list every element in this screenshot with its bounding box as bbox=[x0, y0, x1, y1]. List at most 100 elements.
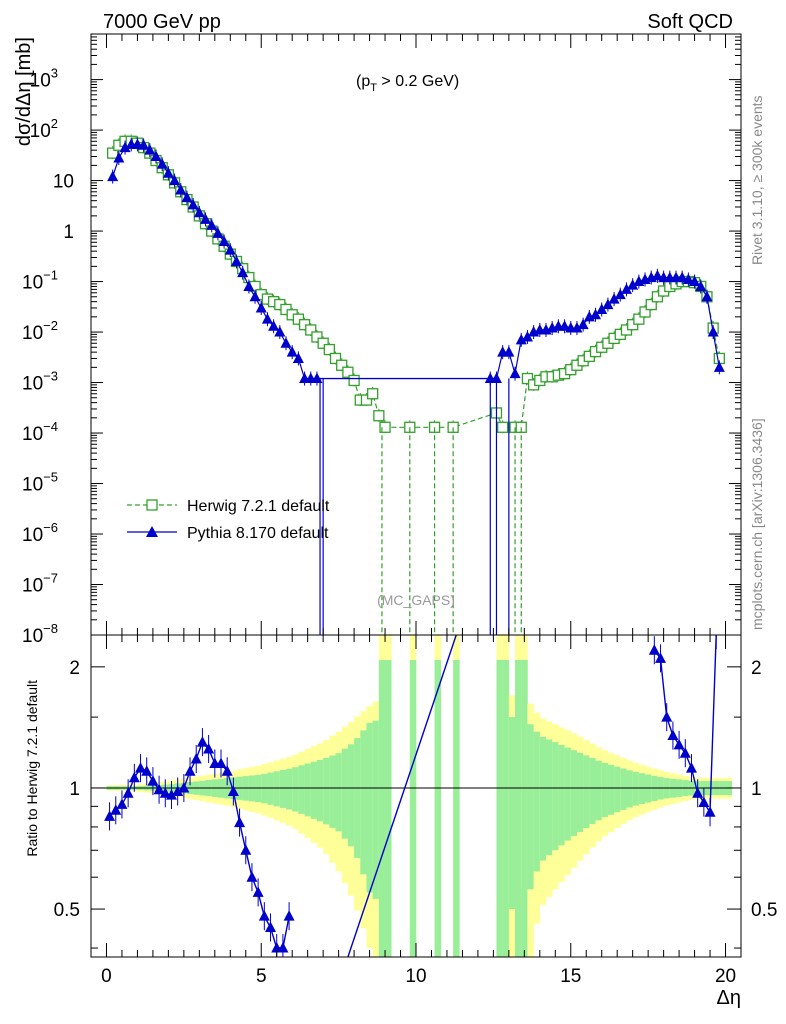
uncertainty-band-inner bbox=[316, 759, 324, 822]
uncertainty-band-inner bbox=[620, 768, 627, 810]
legend-herwig-marker bbox=[146, 499, 158, 511]
uncertainty-band-inner bbox=[310, 761, 318, 819]
pythia-point bbox=[682, 273, 694, 284]
uncertainty-band-inner bbox=[341, 748, 349, 839]
ratio-point bbox=[221, 765, 233, 776]
ratio-point bbox=[196, 736, 208, 747]
pythia-point bbox=[119, 141, 131, 153]
pythia-point bbox=[224, 244, 236, 255]
x-tick-label: 0 bbox=[101, 966, 112, 987]
uncertainty-band-inner bbox=[570, 750, 578, 837]
pythia-point bbox=[138, 139, 150, 150]
ratio-point bbox=[673, 738, 685, 750]
ratio-point bbox=[172, 785, 184, 796]
mcplots-label: mcplots.cern.ch [arXiv:1306.3436] bbox=[749, 418, 765, 630]
pythia-point bbox=[150, 150, 162, 161]
herwig-point bbox=[348, 374, 360, 387]
herwig-point bbox=[342, 366, 354, 378]
ratio-point bbox=[655, 652, 667, 663]
uncertainty-band-inner bbox=[292, 767, 299, 812]
legend-herwig-label: Herwig 7.2.1 default bbox=[187, 498, 330, 515]
ratio-ytick-label-right: 2 bbox=[751, 658, 762, 679]
series-line-1 bbox=[112, 143, 720, 380]
pythia-point bbox=[268, 320, 280, 331]
ratio-ytick-label: 1 bbox=[69, 779, 80, 800]
main-ytick-label: 10−6 bbox=[22, 520, 58, 546]
uncertainty-band-inner bbox=[360, 730, 367, 875]
herwig-point bbox=[305, 324, 317, 336]
ratio-point bbox=[685, 762, 697, 773]
ratio-point bbox=[277, 942, 289, 953]
uncertainty-band-inner bbox=[354, 738, 361, 858]
uncertainty-band-inner bbox=[298, 765, 305, 814]
ratio-point bbox=[116, 798, 128, 809]
herwig-point bbox=[497, 421, 509, 433]
uncertainty-band-inner bbox=[261, 773, 268, 804]
herwig-point bbox=[107, 147, 119, 159]
main-ytick-label: 10−8 bbox=[22, 621, 58, 647]
ratio-point bbox=[240, 844, 252, 855]
ratio-point bbox=[203, 742, 215, 754]
series-line-0 bbox=[112, 140, 720, 428]
pythia-point bbox=[249, 290, 261, 302]
uncertainty-band-inner bbox=[453, 660, 460, 957]
uncertainty-band-inner bbox=[546, 739, 553, 856]
pythia-point bbox=[200, 213, 212, 224]
pythia-point bbox=[212, 227, 224, 238]
ratio-point bbox=[147, 775, 159, 786]
ratio-point bbox=[122, 787, 134, 798]
ratio-point bbox=[215, 757, 227, 769]
pythia-point bbox=[577, 318, 589, 330]
main-ytick-label: 10−7 bbox=[22, 571, 58, 597]
uncertainty-band-inner bbox=[508, 717, 516, 910]
uncertainty-band-inner bbox=[385, 660, 392, 957]
uncertainty-band-inner bbox=[558, 744, 565, 846]
uncertainty-band-inner bbox=[589, 758, 596, 825]
pythia-point bbox=[156, 158, 168, 169]
pythia-point bbox=[193, 206, 205, 218]
ratio-ytick-label: 0.5 bbox=[54, 900, 80, 921]
uncertainty-band-inner bbox=[304, 763, 312, 817]
uncertainty-band-inner bbox=[496, 660, 503, 957]
ratio-point bbox=[190, 753, 202, 764]
ratio-point bbox=[698, 796, 710, 808]
herwig-point bbox=[360, 394, 373, 406]
uncertainty-band-inner bbox=[372, 720, 380, 899]
pythia-point bbox=[490, 372, 502, 384]
legend-pythia-marker bbox=[146, 526, 158, 537]
pythia-point bbox=[503, 346, 515, 357]
main-ytick-label: 1 bbox=[63, 222, 74, 243]
ratio-point bbox=[692, 787, 704, 798]
herwig-point bbox=[367, 388, 379, 400]
uncertainty-band-inner bbox=[564, 747, 572, 841]
main-ytick-label: 10−2 bbox=[22, 318, 58, 344]
ratio-point bbox=[283, 910, 295, 921]
uncertainty-band-inner bbox=[601, 762, 609, 818]
pythia-point bbox=[676, 271, 688, 283]
pythia-point bbox=[274, 326, 286, 337]
ratio-point bbox=[135, 762, 147, 773]
pythia-point bbox=[701, 290, 713, 302]
uncertainty-band-inner bbox=[434, 660, 442, 957]
uncertainty-band-inner bbox=[552, 742, 559, 851]
uncertainty-band-inner bbox=[521, 660, 528, 957]
pythia-point bbox=[571, 322, 583, 333]
pythia-point bbox=[113, 152, 125, 163]
herwig-point bbox=[373, 410, 385, 422]
uncertainty-band-inner bbox=[515, 660, 522, 957]
pythia-point bbox=[614, 288, 626, 300]
ratio-point bbox=[104, 810, 116, 821]
legend: Herwig 7.2.1 default Pythia 8.170 defaul… bbox=[127, 498, 330, 542]
pythia-point bbox=[602, 298, 614, 310]
x-tick-label: 10 bbox=[405, 966, 426, 987]
rivet-label: Rivet 3.1.10, ≥ 300k events bbox=[749, 95, 765, 265]
uncertainty-band-inner bbox=[626, 770, 633, 808]
uncertainty-band-inner bbox=[323, 757, 330, 825]
ratio-point bbox=[234, 816, 246, 828]
ratio-point bbox=[265, 921, 277, 932]
pythia-point bbox=[175, 184, 187, 195]
herwig-point bbox=[311, 331, 323, 343]
pythia-point bbox=[286, 346, 298, 357]
herwig-point bbox=[633, 313, 645, 325]
legend-herwig: Herwig 7.2.1 default bbox=[127, 498, 330, 515]
